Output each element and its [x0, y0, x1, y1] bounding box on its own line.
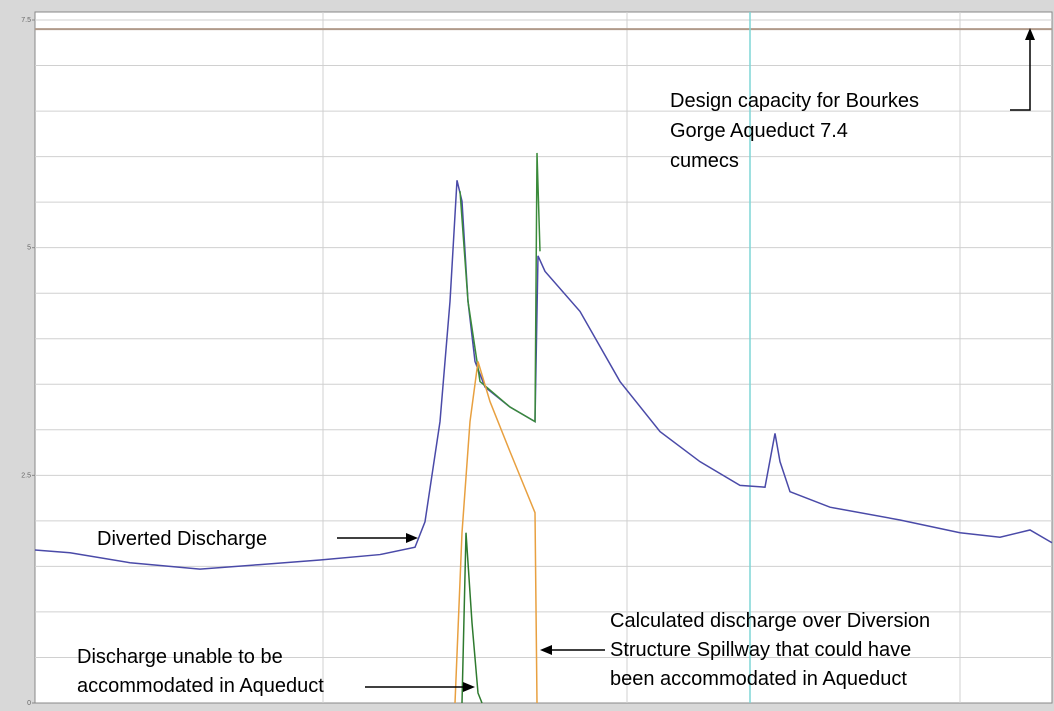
plot-area: [34, 11, 1053, 704]
annotation: accommodated in Aqueduct: [77, 675, 324, 697]
series-line: [461, 532, 483, 704]
annotation: Discharge unable to be: [77, 646, 283, 668]
annotation: cumecs: [670, 150, 739, 172]
annotation: Structure Spillway that could have: [610, 639, 911, 661]
arrow: [1010, 38, 1031, 111]
arrow-head: [540, 645, 552, 655]
arrow-head: [406, 533, 418, 543]
y-tick-label: 2.5: [21, 472, 31, 479]
arrow-head: [463, 682, 475, 692]
y-tick-label: 5: [27, 245, 31, 252]
y-tick-label: 7.5: [21, 17, 31, 24]
annotation: Calculated discharge over Diversion: [610, 610, 930, 632]
annotation: Design capacity for Bourkes: [670, 90, 919, 112]
series-line: [459, 152, 541, 423]
arrow-head: [1025, 28, 1035, 40]
y-tick-label: 0: [27, 700, 31, 707]
annotation: Diverted Discharge: [97, 528, 267, 550]
series-line: [454, 361, 538, 704]
annotation: Gorge Aqueduct 7.4: [670, 120, 848, 142]
annotation: been accommodated in Aqueduct: [610, 668, 907, 690]
